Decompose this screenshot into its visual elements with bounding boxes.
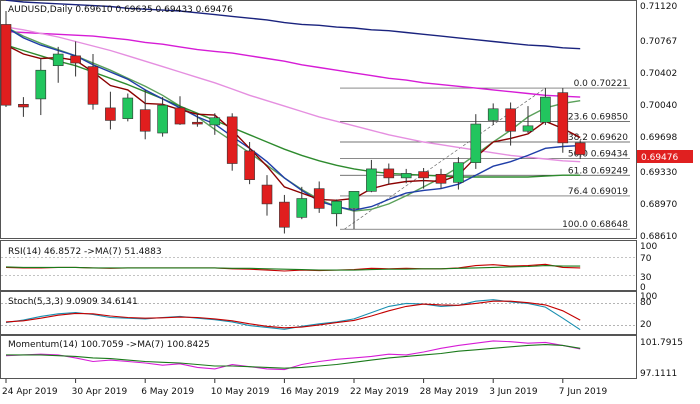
candle-body [331,200,342,215]
candle-body [52,53,64,67]
moving-average-line [5,0,581,50]
main-y-tick: 0.70402 [640,69,677,79]
current-price-badge [637,150,693,163]
candle-body [470,123,482,163]
rsi-y-tick: 30 [640,273,652,283]
rsi-pane-frame [0,240,637,291]
x-axis-label: 24 Apr 2019 [2,387,58,397]
x-axis-label: 30 Apr 2019 [72,387,128,397]
fib-level-label: 76.4 0.69019 [568,187,628,197]
momentum-title: Momentum(14) 100.7059 ->MA(7) 100.8425 [8,340,210,350]
momentum-y-tick: 97.1111 [640,369,677,379]
candle-body [209,117,221,126]
candle-body [522,125,534,132]
candle-body [540,96,551,123]
candle-body [505,108,516,132]
stoch-y-tick: 100 [640,292,657,302]
moving-average-line [5,44,581,202]
candle-body [400,173,412,179]
candle-body [453,162,464,183]
stoch-pane [1,299,636,331]
fib-level-label: 0.0 0.70221 [574,79,628,89]
x-axis: 24 Apr 2019 30 Apr 2019 6 May 2019 10 May 2… [2,379,607,397]
momentum-y-tick: 101.7915 [640,338,683,348]
candle-body [35,69,47,100]
indicator-series-line [5,265,581,271]
main-y-tick: 0.68970 [640,200,677,210]
candle-body [157,104,168,134]
main-y-tick: 0.69698 [640,133,677,143]
rsi-title: RSI(14) 46.8572 ->MA(7) 51.4883 [8,247,162,257]
stoch-y-tick: 80 [640,298,652,308]
x-axis-label: 28 May 2019 [420,387,479,397]
x-axis-label: 7 Jun 2019 [559,387,608,397]
fib-level-label: 61.8 0.69249 [568,166,628,176]
candle-body [261,184,273,205]
rsi-y-tick: 0 [640,283,646,293]
candle-body [139,109,151,132]
candle-body [0,24,12,106]
candle-body [174,107,186,125]
candle-body [105,107,116,121]
fib-level-label: 100.0 0.68648 [562,220,628,230]
main-pane: 0.0 0.70221 23.6 0.69850 38.2 0.69620 50.0 … [0,0,630,234]
candle-body [383,168,395,179]
candle-body [487,108,499,121]
candle-body [313,188,325,209]
x-axis-label: 22 May 2019 [350,387,409,397]
rsi-y-tick: 100 [640,242,657,252]
moving-average-line [5,44,581,178]
main-y-tick: 0.71120 [640,2,677,12]
fib-level-label: 38.2 0.69620 [568,133,628,143]
current-price-label: 0.69476 [641,153,678,163]
candle-body [418,171,429,179]
candle-body [348,191,360,209]
fib-level-label: 50.0 0.69434 [568,150,628,160]
stoch-title: Stoch(5,3,3) 9.0909 34.6141 [8,297,138,307]
stoch-y-tick: 20 [640,320,652,330]
main-y-tick: 0.70040 [640,101,677,111]
x-axis-label: 3 Jun 2019 [489,387,538,397]
candle-body [192,121,203,125]
moving-average-line [5,26,581,163]
candle-body [557,92,569,144]
candle-body [366,168,377,192]
candle-body [226,116,238,164]
rsi-pane [1,257,636,276]
fib-trendline [344,87,546,230]
x-axis-label: 6 May 2019 [141,387,194,397]
main-title: AUDUSD,Daily 0.69610 0.69635 0.69433 0.6… [8,5,233,15]
candle-body [244,150,255,180]
moving-average-line [5,30,581,98]
stoch-pane-frame [0,291,637,335]
candle-body [18,103,29,108]
fib-level-label: 23.6 0.69850 [568,112,628,122]
indicator-series-line [6,344,581,369]
indicator-series-line [5,300,581,329]
candle-body [435,173,447,184]
candle-body [70,55,81,64]
momentum-pane [5,340,581,371]
x-axis-label: 16 May 2019 [280,387,339,397]
candle-body [296,198,308,218]
rsi-y-tick: 70 [640,254,652,264]
moving-average-line [5,26,581,211]
candle-body [122,97,134,119]
x-axis-label: 10 May 2019 [211,387,270,397]
main-y-tick: 0.69330 [640,168,677,178]
candle-body [279,201,290,228]
candle-body [574,142,586,155]
main-y-tick: 0.70767 [640,37,677,47]
main-pane-frame [0,0,637,239]
main-y-tick: 0.68610 [640,232,677,242]
momentum-pane-frame [0,335,637,379]
indicator-series-line [5,340,581,371]
candle-body [87,66,99,105]
